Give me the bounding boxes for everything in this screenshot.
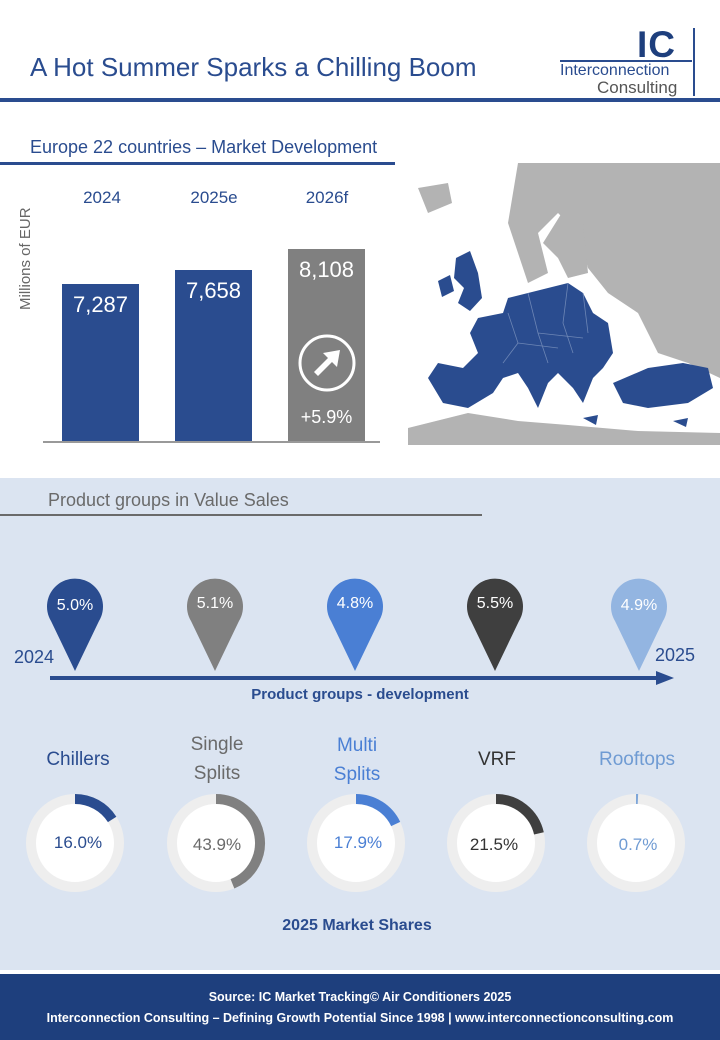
- growth-pin-chillers: [46, 577, 104, 678]
- growth-pin-multi-splits: [326, 577, 384, 678]
- category-label-multi-splits: Multi Splits: [333, 735, 381, 785]
- growth-pin-vrf: [466, 577, 524, 678]
- market-share-donuts: [26, 794, 685, 892]
- page-title: A Hot Summer Sparks a Chilling Boom: [30, 52, 477, 82]
- growth-label: +5.9%: [300, 407, 353, 427]
- donut-segment-3: [495, 794, 544, 835]
- timeline-arrow: [50, 671, 674, 690]
- product-section-title: Product groups in Value Sales: [48, 490, 289, 510]
- logo-divider: [693, 28, 695, 96]
- bar-value-2025e: 7,658: [185, 278, 242, 303]
- bar-year-label-2: 2026f: [305, 188, 349, 207]
- timeline-end-year: 2025: [655, 645, 696, 665]
- arrow-up-right-icon: [296, 332, 358, 394]
- logo-name-line2: Consulting: [597, 78, 678, 97]
- footer-source: Source: IC Market Tracking© Air Conditio…: [208, 990, 512, 1004]
- timeline-start-year: 2024: [14, 647, 55, 667]
- product-section-divider: [0, 514, 482, 516]
- logo-underline: [560, 60, 692, 62]
- category-label-vrf: VRF: [478, 749, 516, 770]
- growth-value-vrf: 5.5%: [476, 595, 514, 612]
- growth-value-single-splits: 5.1%: [196, 595, 234, 612]
- category-label-single-splits: Single Splits: [190, 734, 244, 784]
- market-section-divider: [0, 162, 395, 165]
- growth-pin-single-splits: [186, 577, 244, 678]
- bar-value-2024: 7,287: [72, 292, 129, 317]
- share-value-vrf: 21.5%: [469, 835, 519, 854]
- growth-value-chillers: 5.0%: [56, 597, 94, 614]
- logo-name-line1: Interconnection: [560, 62, 670, 79]
- y-axis-label: Millions of EUR: [17, 207, 34, 310]
- donut-segment-0: [74, 794, 117, 823]
- share-value-multi-splits: 17.9%: [333, 833, 383, 852]
- growth-pin-rooftops: [610, 577, 668, 678]
- europe-map: [408, 163, 720, 445]
- donut-segment-2: [355, 794, 401, 827]
- donut-segment-1: [215, 794, 265, 889]
- bar-year-label-1: 2025e: [190, 188, 238, 207]
- category-label-rooftops: Rooftops: [598, 749, 676, 770]
- growth-value-rooftops: 4.9%: [620, 597, 658, 614]
- footer-bar: [0, 974, 720, 1040]
- market-section-title: Europe 22 countries – Market Development: [30, 137, 378, 157]
- category-label-chillers: Chillers: [46, 749, 110, 770]
- header-divider: [0, 98, 720, 102]
- bar-chart-baseline: [43, 441, 380, 443]
- share-value-rooftops: 0.7%: [618, 835, 658, 854]
- share-value-single-splits: 43.9%: [192, 835, 242, 854]
- bar-2025e: [175, 270, 252, 441]
- market-shares-label: 2025 Market Shares: [282, 917, 432, 934]
- growth-value-multi-splits: 4.8%: [336, 595, 374, 612]
- bar-value-2026f: 8,108: [298, 257, 355, 282]
- bar-year-label-0: 2024: [83, 188, 121, 207]
- bar-2024: [62, 284, 139, 441]
- footer-tagline: Interconnection Consulting – Defining Gr…: [46, 1011, 674, 1025]
- logo-initials: IC: [637, 24, 676, 65]
- timeline-label: Product groups - development: [251, 686, 469, 703]
- bar-2026f: [288, 249, 365, 441]
- share-value-chillers: 16.0%: [53, 833, 103, 852]
